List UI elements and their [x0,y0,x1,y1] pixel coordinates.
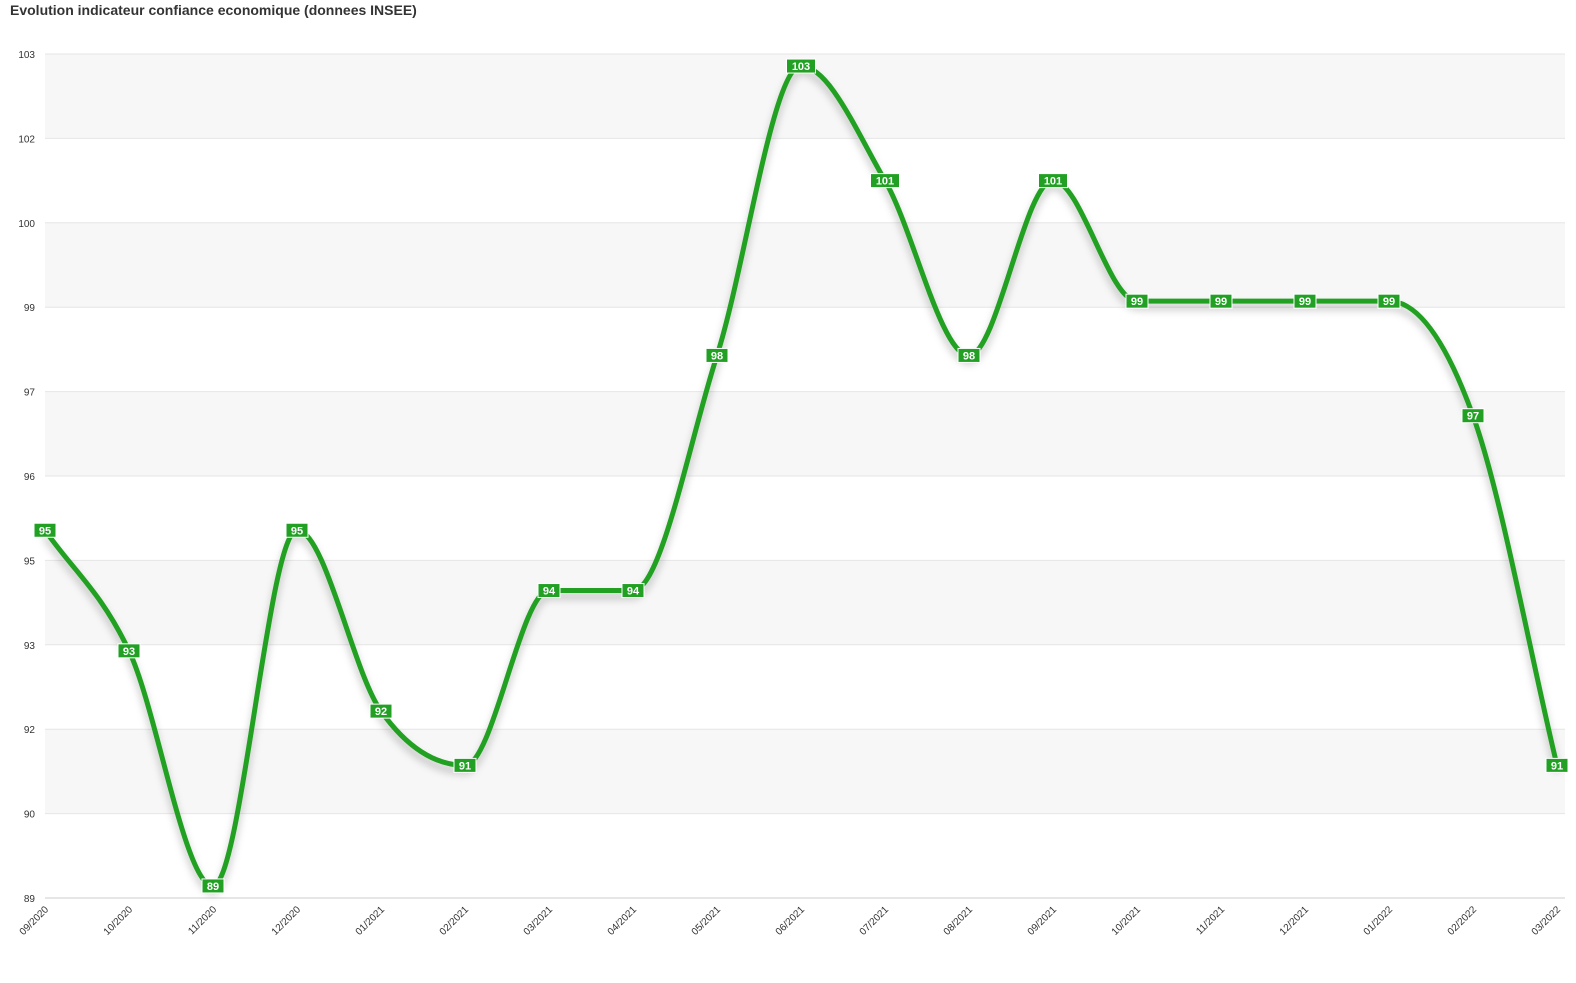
data-label: 95 [291,525,303,537]
y-tick-label: 100 [18,219,35,230]
grid-band [45,222,1565,308]
x-tick-label: 06/2021 [774,904,808,938]
x-tick-label: 04/2021 [606,904,640,938]
data-label: 98 [963,350,975,362]
data-label-box [705,347,729,363]
data-label-box [621,583,645,599]
x-tick-label: 01/2022 [1362,904,1396,938]
y-tick-label: 89 [24,894,36,905]
x-tick-label: 10/2021 [1110,904,1144,938]
data-label-box [870,173,900,189]
data-label: 101 [1044,176,1062,188]
data-label-box [1293,293,1317,309]
data-label: 99 [1215,296,1227,308]
data-label: 93 [123,646,135,658]
y-tick-label: 95 [24,556,36,567]
data-label-box [201,878,225,894]
chart-title: Evolution indicateur confiance economiqu… [10,2,417,18]
y-tick-label: 93 [24,641,36,652]
x-tick-label: 12/2020 [270,904,304,938]
x-tick-label: 08/2021 [942,904,976,938]
x-tick-label: 02/2022 [1446,904,1480,938]
y-tick-label: 97 [24,388,36,399]
data-label-box [369,703,393,719]
y-tick-label: 99 [24,303,36,314]
grid-band [45,391,1565,476]
x-tick-label: 12/2021 [1278,904,1312,938]
data-label-box [33,522,57,538]
data-label: 94 [543,586,556,598]
data-label: 95 [39,525,51,537]
data-label: 91 [459,760,471,772]
data-label: 94 [627,586,640,598]
x-tick-label: 11/2020 [186,904,219,937]
data-label-box [117,643,141,659]
data-label: 103 [792,61,810,73]
data-label-box [453,757,477,773]
data-label: 101 [876,176,894,188]
grid-band [45,560,1565,645]
x-tick-label: 07/2021 [858,904,892,938]
x-tick-label: 11/2021 [1194,904,1227,937]
data-label: 99 [1131,296,1143,308]
x-tick-label: 03/2022 [1530,904,1564,938]
data-label: 99 [1383,296,1395,308]
y-tick-label: 92 [24,725,36,736]
data-label-box [1545,757,1569,773]
data-label: 99 [1299,296,1311,308]
x-tick-label: 05/2021 [690,904,724,938]
y-tick-label: 102 [18,134,35,145]
data-label-box [285,522,309,538]
data-label: 91 [1551,760,1563,772]
x-tick-label: 09/2021 [1026,904,1060,938]
data-label: 92 [375,706,387,718]
data-label-box [1461,408,1485,424]
data-label-box [957,347,981,363]
data-label-box [786,58,816,74]
x-tick-label: 01/2021 [354,904,388,938]
data-label-box [1125,293,1149,309]
y-tick-label: 96 [24,472,36,483]
y-tick-label: 103 [18,50,35,61]
x-tick-label: 10/2020 [102,904,136,938]
grid-band [45,729,1565,814]
data-label: 89 [207,881,219,893]
data-label: 97 [1467,411,1479,423]
data-label-box [1377,293,1401,309]
data-label-box [537,583,561,599]
data-label: 98 [711,350,723,362]
x-tick-label: 09/2020 [18,904,52,938]
x-tick-label: 03/2021 [522,904,556,938]
y-tick-label: 90 [24,810,36,821]
data-label-box [1209,293,1233,309]
data-label-box [1038,173,1068,189]
x-tick-label: 02/2021 [438,904,472,938]
